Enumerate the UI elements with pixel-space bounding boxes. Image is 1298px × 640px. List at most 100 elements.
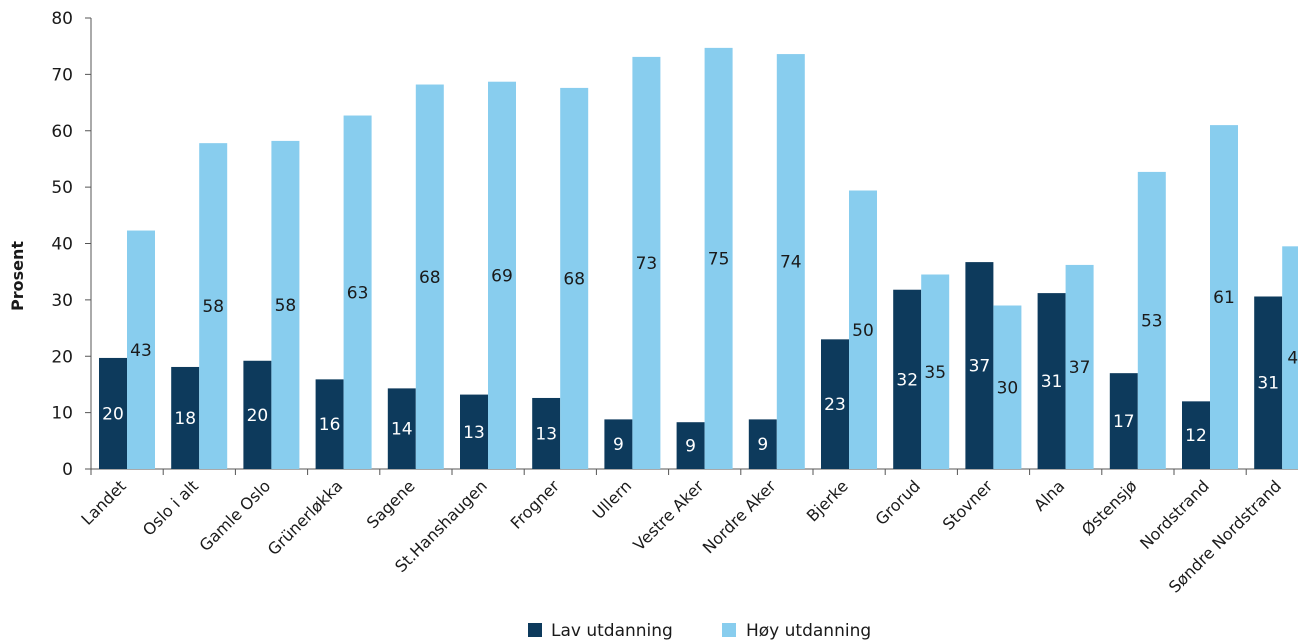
- data-label-lav-utdanning-stovner: 37: [969, 357, 991, 377]
- bar-høy-utdanning-vestre-aker: [704, 47, 733, 469]
- data-label-lav-utdanning-nordstrand: 12: [1185, 426, 1207, 446]
- x-tick-label-grorud: Grorud: [871, 476, 924, 529]
- x-tick-label-grünerløkka: Grünerløkka: [264, 476, 347, 559]
- data-label-lav-utdanning-nordre-aker: 9: [757, 435, 768, 455]
- data-label-høy-utdanning-gamle-oslo: 58: [275, 296, 297, 316]
- bar-lav-utdanning-søndre-nordstrand: [1254, 296, 1283, 469]
- y-tick-label: 20: [51, 347, 73, 367]
- bar-høy-utdanning-st-hanshaugen: [488, 81, 516, 470]
- data-label-høy-utdanning-bjerke: 50: [852, 321, 874, 341]
- data-label-høy-utdanning-sagene: 68: [419, 268, 441, 288]
- data-label-høy-utdanning-alna: 37: [1069, 358, 1091, 378]
- data-label-lav-utdanning-vestre-aker: 9: [685, 437, 696, 457]
- y-tick-label: 10: [51, 404, 73, 424]
- bar-høy-utdanning-nordstrand: [1210, 125, 1238, 470]
- bar-høy-utdanning-frogner: [560, 87, 589, 469]
- x-tick-label-oslo-i-alt: Oslo i alt: [139, 476, 202, 539]
- bar-lav-utdanning-gamle-oslo: [243, 360, 272, 469]
- data-label-høy-utdanning-grorud: 35: [924, 363, 946, 383]
- bar-høy-utdanning-oslo-i-alt: [199, 143, 228, 469]
- bar-lav-utdanning-vestre-aker: [676, 422, 705, 469]
- x-tick-label-sagene: Sagene: [363, 476, 419, 532]
- data-label-lav-utdanning-oslo-i-alt: 18: [174, 409, 196, 429]
- data-label-høy-utdanning-vestre-aker: 75: [708, 249, 730, 269]
- data-label-høy-utdanning-østensjø: 53: [1141, 311, 1163, 331]
- bar-høy-utdanning-alna: [1065, 264, 1094, 469]
- data-label-høy-utdanning-st-hanshaugen: 69: [491, 266, 513, 286]
- bar-lav-utdanning-sagene: [387, 388, 416, 469]
- y-axis-label: Prosent: [8, 241, 27, 311]
- bar-lav-utdanning-stovner: [965, 262, 994, 469]
- bar-lav-utdanning-grorud: [893, 289, 922, 469]
- data-label-lav-utdanning-bjerke: 23: [824, 395, 846, 415]
- y-tick-label: 0: [62, 460, 73, 480]
- data-label-høy-utdanning-oslo-i-alt: 58: [202, 297, 224, 317]
- bar-lav-utdanning-nordstrand: [1182, 401, 1210, 469]
- y-tick-label: 70: [51, 65, 73, 85]
- bar-høy-utdanning-gamle-oslo: [271, 140, 300, 469]
- bar-høy-utdanning-søndre-nordstrand: [1282, 246, 1298, 469]
- bar-lav-utdanning-oslo-i-alt: [171, 366, 200, 469]
- x-tick-label-nordre-aker: Nordre Aker: [699, 476, 780, 557]
- x-tick-label-gamle-oslo: Gamle Oslo: [196, 476, 275, 555]
- y-tick-label: 30: [51, 291, 73, 311]
- bar-lav-utdanning-grünerløkka: [315, 379, 344, 469]
- bar-lav-utdanning-alna: [1037, 293, 1066, 469]
- x-tick-label-alna: Alna: [1030, 476, 1068, 514]
- x-tick-label-østensjø: Østensjø: [1078, 476, 1141, 539]
- bar-lav-utdanning-frogner: [532, 397, 561, 469]
- data-label-lav-utdanning-grünerløkka: 16: [319, 415, 341, 435]
- data-label-lav-utdanning-st-hanshaugen: 13: [463, 423, 485, 443]
- legend-swatch-lav-utdanning: [528, 623, 542, 637]
- data-label-høy-utdanning-frogner: 68: [563, 269, 585, 289]
- bar-høy-utdanning-bjerke: [849, 190, 877, 469]
- data-label-høy-utdanning-stovner: 30: [997, 378, 1019, 398]
- y-tick-label: 60: [51, 122, 73, 142]
- data-label-lav-utdanning-alna: 31: [1041, 372, 1063, 392]
- bar-lav-utdanning-ullern: [604, 419, 633, 469]
- bar-høy-utdanning-østensjø: [1137, 171, 1166, 469]
- bar-høy-utdanning-sagene: [415, 84, 444, 470]
- legend-swatch-hoy-utdanning: [722, 623, 736, 637]
- x-tick-label-frogner: Frogner: [507, 476, 564, 533]
- bar-lav-utdanning-nordre-aker: [748, 419, 777, 469]
- bar-høy-utdanning-landet: [127, 230, 155, 469]
- bar-høy-utdanning-grorud: [921, 274, 950, 469]
- x-tick-label-stovner: Stovner: [939, 476, 997, 534]
- data-label-lav-utdanning-grorud: 32: [896, 370, 918, 390]
- legend: Lav utdanning Høy utdanning: [528, 621, 871, 640]
- data-label-høy-utdanning-nordre-aker: 74: [780, 253, 802, 273]
- bar-høy-utdanning-nordre-aker: [776, 54, 805, 469]
- data-label-høy-utdanning-nordstrand: 61: [1213, 288, 1235, 308]
- bar-lav-utdanning-østensjø: [1109, 373, 1138, 469]
- data-label-høy-utdanning-grünerløkka: 63: [347, 283, 369, 303]
- data-label-lav-utdanning-frogner: 13: [535, 424, 557, 444]
- bar-lav-utdanning-bjerke: [821, 339, 849, 469]
- y-tick-label: 50: [51, 178, 73, 198]
- bar-lav-utdanning-landet: [99, 357, 127, 469]
- data-label-lav-utdanning-ullern: 9: [613, 435, 624, 455]
- data-label-lav-utdanning-sagene: 14: [391, 420, 413, 440]
- bar-høy-utdanning-stovner: [993, 305, 1022, 469]
- bar-høy-utdanning-ullern: [632, 56, 661, 470]
- x-tick-label-nordstrand: Nordstrand: [1136, 476, 1213, 553]
- x-tick-label-landet: Landet: [77, 476, 129, 528]
- legend-label-lav-utdanning: Lav utdanning: [551, 621, 673, 640]
- legend-label-hoy-utdanning: Høy utdanning: [746, 621, 871, 640]
- x-tick-label-bjerke: Bjerke: [803, 476, 852, 525]
- data-label-lav-utdanning-søndre-nordstrand: 31: [1257, 374, 1279, 394]
- y-tick-label: 80: [51, 9, 73, 29]
- x-tick-label-ullern: Ullern: [589, 476, 636, 523]
- data-label-lav-utdanning-østensjø: 17: [1113, 412, 1135, 432]
- data-label-lav-utdanning-gamle-oslo: 20: [247, 406, 269, 426]
- x-tick-label-vestre-aker: Vestre Aker: [629, 476, 707, 554]
- data-label-lav-utdanning-landet: 20: [102, 404, 124, 424]
- data-label-høy-utdanning-landet: 43: [130, 341, 152, 361]
- bar-høy-utdanning-grünerløkka: [343, 115, 372, 469]
- data-label-høy-utdanning-søndre-nordstrand: 40: [1287, 349, 1298, 369]
- y-tick-label: 40: [51, 235, 73, 255]
- plot-area: 0 10 20 30 40 50 60 70 80 20 43 Landet 18 58 Oslo i al…: [51, 9, 1298, 597]
- bar-lav-utdanning-st-hanshaugen: [460, 394, 488, 469]
- data-label-høy-utdanning-ullern: 73: [636, 254, 658, 274]
